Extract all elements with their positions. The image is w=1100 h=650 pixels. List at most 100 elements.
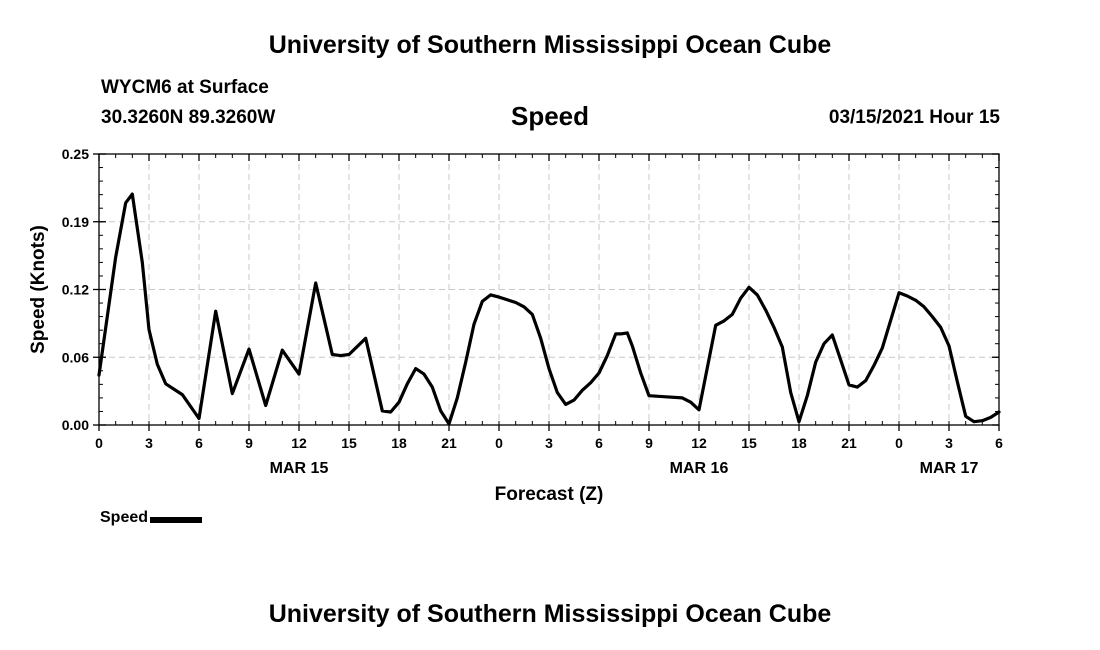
data-point [114, 255, 117, 259]
x-axis-label: Forecast (Z) [495, 484, 604, 505]
x-tick-label: 9 [645, 435, 653, 451]
x-tick-label: 21 [441, 435, 457, 451]
x-tick-label: 12 [291, 435, 307, 451]
data-point [556, 391, 559, 394]
data-point [406, 382, 409, 386]
x-tick-label: 6 [995, 435, 1003, 451]
legend-label: Speed [100, 509, 149, 526]
data-point [464, 360, 467, 364]
data-point [597, 371, 601, 375]
data-point [364, 337, 367, 340]
station-label: WYCM6 at Surface [101, 77, 269, 98]
x-tick-label: 18 [791, 435, 807, 451]
data-point [872, 364, 876, 367]
data-point [339, 354, 342, 357]
data-point [264, 404, 267, 407]
chart-title: Speed [510, 101, 590, 131]
data-point [572, 398, 576, 402]
data-point [931, 315, 934, 318]
station-coordinates: 30.3260N 89.3260W [101, 107, 276, 128]
x-tick-label: 9 [245, 435, 253, 451]
data-point [619, 332, 622, 336]
data-point [514, 301, 517, 304]
data-point [439, 409, 442, 413]
data-point [97, 373, 101, 377]
data-point [639, 371, 642, 375]
date-label: MAR 16 [670, 460, 729, 477]
data-point [131, 192, 134, 196]
x-tick-label: 3 [545, 435, 553, 451]
footer-title: University of Southern Mississippi Ocean… [268, 600, 832, 628]
x-tick-label: 12 [691, 435, 707, 451]
data-point [981, 419, 984, 422]
y-axis-label: Speed (Knots) [28, 225, 49, 354]
data-point [626, 331, 629, 335]
data-point [331, 353, 334, 356]
x-tick-label: 18 [391, 435, 407, 451]
data-point [664, 395, 667, 399]
data-point [789, 391, 792, 394]
x-tick-label: 15 [341, 435, 357, 451]
y-axis: 0.00 0.06 0.12 0.19 0.25 Speed (Knots) [28, 146, 999, 433]
data-point [806, 394, 809, 397]
data-point [156, 363, 159, 366]
data-point [689, 401, 692, 404]
data-point [922, 305, 926, 309]
page-title: University of Southern Mississippi Ocean… [268, 31, 832, 59]
data-point [531, 313, 534, 316]
data-point [347, 353, 351, 356]
data-point [281, 349, 284, 352]
data-point [422, 372, 426, 376]
x-tick-label: 6 [195, 435, 203, 451]
gridlines [99, 154, 999, 425]
data-point [431, 385, 434, 389]
data-point [197, 417, 201, 420]
data-point [856, 385, 859, 389]
data-point [897, 291, 901, 294]
data-point [497, 295, 501, 299]
data-point [831, 333, 834, 337]
data-point [747, 286, 751, 289]
x-axis: 0 3 6 9 12 15 18 21 0 3 6 9 12 15 18 21 0 3 6 MAR 15 MAR 16 M… [95, 154, 1003, 505]
data-point [822, 342, 826, 345]
data-point [589, 381, 592, 384]
data-point [914, 299, 917, 302]
y-tick-label: 0.06 [62, 349, 89, 365]
data-point [181, 393, 184, 396]
data-point [814, 360, 817, 364]
data-point [681, 396, 684, 400]
y-tick-label: 0.19 [62, 214, 89, 230]
x-tick-label: 3 [145, 435, 153, 451]
y-tick-label: 0.00 [62, 417, 89, 433]
data-point [939, 326, 942, 329]
x-tick-label: 21 [841, 435, 857, 451]
legend: Speed [100, 509, 203, 527]
data-point [881, 346, 884, 350]
data-point [631, 344, 634, 348]
data-point [731, 313, 734, 316]
data-point [647, 394, 651, 397]
x-tick-label: 0 [895, 435, 903, 451]
x-tick-label: 15 [741, 435, 757, 451]
data-point [214, 309, 217, 313]
data-point [714, 324, 717, 327]
date-label: MAR 15 [270, 460, 329, 477]
data-point [247, 347, 251, 351]
data-point [231, 392, 234, 395]
data-point [397, 401, 401, 404]
data-point [147, 328, 151, 331]
legend-swatch [150, 516, 203, 523]
y-tick-label: 0.25 [62, 146, 89, 162]
data-point [972, 420, 976, 423]
series-speed [97, 192, 1001, 426]
data-point [756, 293, 759, 297]
data-point [864, 379, 867, 382]
data-point [489, 293, 492, 297]
x-tick-label: 0 [495, 435, 503, 451]
data-point [381, 409, 384, 413]
date-label: MAR 17 [920, 460, 979, 477]
data-point [456, 396, 459, 400]
data-point [606, 354, 609, 357]
data-point [722, 319, 726, 323]
data-point [414, 367, 417, 370]
